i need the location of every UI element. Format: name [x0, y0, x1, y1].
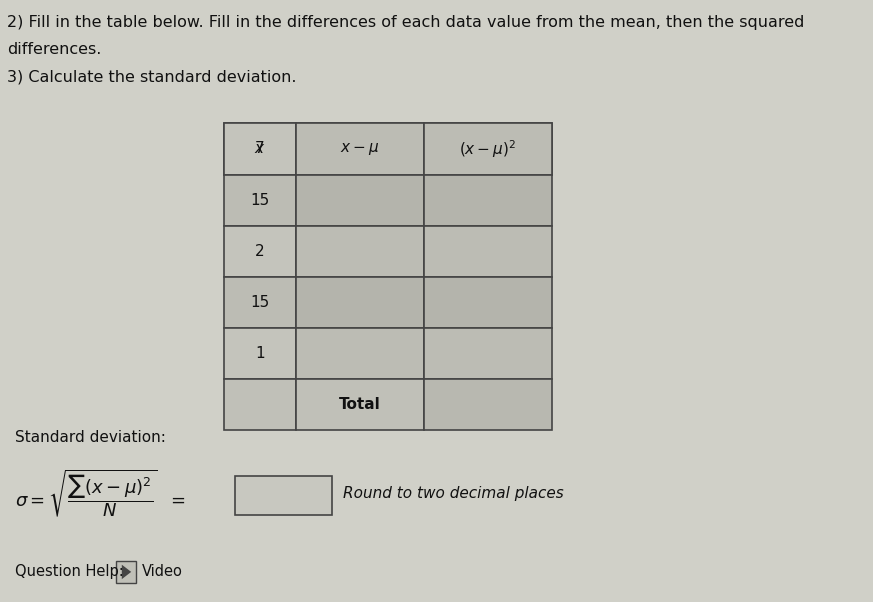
Bar [223, 123, 296, 175]
Text: 2: 2 [255, 244, 265, 259]
Text: 7: 7 [255, 141, 265, 157]
Text: $\sigma = \sqrt{\dfrac{\sum(x-\mu)^2}{N}}$  $=$: $\sigma = \sqrt{\dfrac{\sum(x-\mu)^2}{N}… [15, 468, 186, 520]
Bar [423, 123, 552, 175]
Text: $x - \mu$: $x - \mu$ [340, 141, 380, 157]
Bar [296, 328, 423, 379]
Text: 15: 15 [250, 193, 270, 208]
Bar [423, 277, 552, 328]
Bar [423, 226, 552, 277]
Bar [223, 226, 296, 277]
Text: 15: 15 [250, 295, 270, 310]
Text: Total: Total [339, 397, 381, 412]
Text: 3) Calculate the standard deviation.: 3) Calculate the standard deviation. [8, 69, 297, 84]
Text: $(x - \mu)^2$: $(x - \mu)^2$ [459, 138, 516, 160]
Bar [223, 328, 296, 379]
Bar [223, 379, 296, 430]
Text: $x$: $x$ [254, 141, 265, 157]
Bar [423, 175, 552, 226]
Bar [223, 175, 296, 226]
Bar [296, 226, 423, 277]
Polygon shape [122, 565, 131, 579]
Bar [296, 123, 423, 175]
Text: Round to two decimal places: Round to two decimal places [343, 486, 564, 501]
Bar [296, 379, 423, 430]
Bar [115, 561, 136, 583]
Bar [223, 277, 296, 328]
Bar [296, 277, 423, 328]
Text: 1: 1 [255, 346, 265, 361]
Bar [423, 328, 552, 379]
Bar [223, 123, 296, 175]
Text: Standard deviation:: Standard deviation: [15, 430, 166, 445]
Text: 2) Fill in the table below. Fill in the differences of each data value from the : 2) Fill in the table below. Fill in the … [8, 15, 805, 30]
Bar [235, 476, 332, 515]
Bar [296, 123, 423, 175]
Text: differences.: differences. [8, 42, 102, 57]
Bar [423, 123, 552, 175]
Text: Question Help:: Question Help: [15, 565, 124, 579]
Bar [423, 379, 552, 430]
Text: Video: Video [142, 565, 183, 579]
Bar [296, 175, 423, 226]
